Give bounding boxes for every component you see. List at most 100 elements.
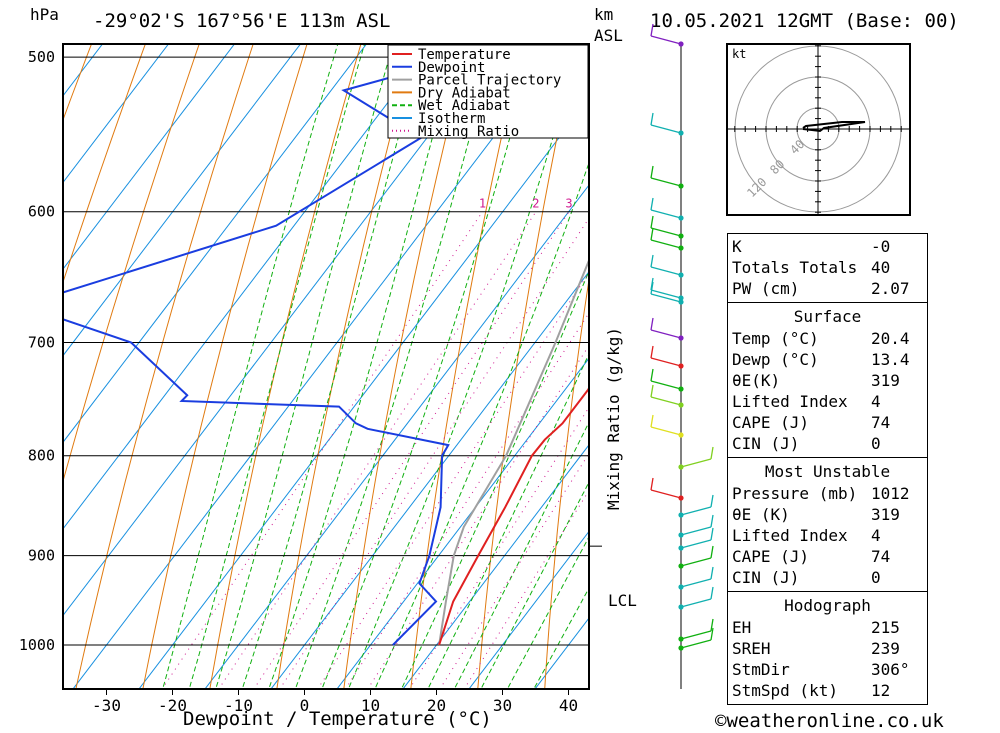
dry-adiabat-line <box>477 44 577 689</box>
isotherm-lines <box>0 0 589 694</box>
sounding-series <box>63 44 589 646</box>
legend-label: Dewpoint <box>418 60 485 76</box>
wind-level-dot <box>678 432 684 438</box>
wind-level-dot <box>678 464 684 470</box>
wind-level-dot <box>678 545 684 551</box>
index-label: Temp (°C) <box>732 329 819 348</box>
asl-label: ASL <box>594 26 623 45</box>
legend-box <box>387 44 589 139</box>
index-label: EH <box>732 618 752 637</box>
index-label: Lifted Index <box>732 526 848 545</box>
index-value: 2.07 <box>871 279 910 298</box>
index-row: EH 215 <box>728 617 927 638</box>
parcel-trajectory-line <box>438 257 589 646</box>
index-value: 319 <box>871 371 900 390</box>
mixing-ratio-axis-label: Mixing Ratio (g/kg) <box>604 326 623 510</box>
pressure-tick-label: 500 <box>28 48 55 66</box>
hodograph-indices-table: EH 215 SREH 239 StmDir 306° StmSpd (kt) 12 <box>728 617 927 701</box>
isotherm-line <box>63 44 368 444</box>
wind-level-dot <box>678 584 684 590</box>
wind-level-dot <box>678 272 684 278</box>
dry-adiabat-line <box>276 44 416 689</box>
wind-barb-flag <box>650 215 654 229</box>
wind-barb-flag <box>650 227 654 241</box>
index-row: StmSpd (kt) 12 <box>728 680 927 701</box>
wind-barb-flag <box>650 384 654 398</box>
index-row: Pressure (mb) 1012 <box>728 483 927 504</box>
index-row: CIN (J) 0 <box>728 433 927 454</box>
wind-level-dot <box>678 636 684 642</box>
wind-barb <box>650 209 682 219</box>
index-row: CAPE (J) 74 <box>728 412 927 433</box>
mixing-ratio-value-label: 1 <box>479 197 486 211</box>
general-indices-table: K -0 Totals Totals 40 PW (cm) 2.07 <box>728 236 927 299</box>
wind-level-dot <box>678 532 684 538</box>
wind-barb-flag <box>710 586 714 600</box>
wind-barb-flag <box>650 414 654 428</box>
mixing-ratio-line <box>367 344 589 689</box>
wind-barb <box>650 426 682 436</box>
surface-title: Surface <box>793 307 862 326</box>
wind-barb-flag <box>650 165 654 179</box>
isotherm-line <box>0 0 27 694</box>
dry-adiabat-line <box>209 44 362 689</box>
credit-link[interactable]: ©weatheronline.co.uk <box>715 710 944 732</box>
index-value: 74 <box>871 413 891 432</box>
wind-barb-flag <box>710 618 714 632</box>
x-tick-label: -30 <box>92 696 121 715</box>
wind-barb-flag <box>710 566 714 580</box>
hodograph-trace <box>802 121 866 133</box>
x-tick-label: 10 <box>361 696 380 715</box>
pressure-tick-label: 1000 <box>19 636 55 654</box>
wind-barb-flag <box>650 345 654 359</box>
pressure-tick-label: 600 <box>28 203 55 221</box>
unstable-indices-box: Most Unstable Pressure (mb) 1012 θE (K) 319… <box>727 457 928 592</box>
pressure-unit-label: hPa <box>30 5 59 24</box>
x-tick-label: 0 <box>300 696 310 715</box>
dry-adiabat-line <box>63 44 200 483</box>
wind-level-dot <box>678 215 684 221</box>
index-label: CIN (J) <box>732 568 800 587</box>
mixing-ratio-value-label: 2 <box>532 197 539 211</box>
pressure-tick-label: 800 <box>28 447 55 465</box>
wind-barb <box>650 239 682 249</box>
index-label: CAPE (J) <box>732 413 810 432</box>
x-tick-label: -10 <box>224 696 253 715</box>
wind-level-dot <box>678 495 684 501</box>
index-value: 4 <box>871 392 881 411</box>
index-value: 319 <box>871 505 900 524</box>
index-value: 12 <box>871 681 891 700</box>
temperature-line <box>438 386 589 646</box>
isotherm-line <box>402 444 589 689</box>
wind-barb <box>680 458 712 468</box>
legend-label: Mixing Ratio <box>418 124 519 140</box>
isotherm-line <box>63 44 302 357</box>
index-row: K -0 <box>728 236 927 257</box>
x-tick-label: 40 <box>559 696 578 715</box>
index-row: θE (K) 319 <box>728 504 927 525</box>
index-row: Totals Totals 40 <box>728 257 927 278</box>
wind-barb <box>650 329 682 339</box>
most-unstable-title: Most Unstable <box>764 462 891 481</box>
wind-barb-flag <box>650 112 654 126</box>
legend-label: Parcel Trajectory <box>418 73 561 89</box>
index-row: Dewp (°C) 13.4 <box>728 349 927 370</box>
location-title: -29°02'S 167°56'E 113m ASL <box>93 10 391 32</box>
mixing-ratio-value-labels: 1 2 3 <box>479 197 573 211</box>
x-tick-label: 20 <box>427 696 446 715</box>
wet-adiabat-line <box>347 44 582 689</box>
legend-label: Isotherm <box>418 111 485 127</box>
unstable-indices-table: Pressure (mb) 1012 θE (K) 319 Lifted Index 4 C… <box>728 483 927 588</box>
km-label: km <box>594 5 614 24</box>
wet-adiabat-line <box>480 481 589 689</box>
index-label: θE (K) <box>732 505 790 524</box>
index-row: CAPE (J) 74 <box>728 546 927 567</box>
dry-adiabat-line <box>410 44 524 689</box>
index-label: Pressure (mb) <box>732 484 858 503</box>
wind-level-dot <box>678 299 684 305</box>
index-label: Lifted Index <box>732 392 848 411</box>
hodograph-unit-label: kt <box>732 47 746 61</box>
wind-barb-flag <box>650 23 654 37</box>
